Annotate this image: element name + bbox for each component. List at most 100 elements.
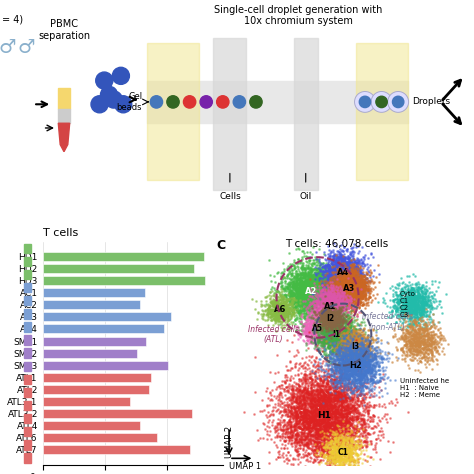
Point	[270, 308, 277, 315]
Point	[355, 357, 362, 365]
Point	[346, 278, 354, 286]
Point	[336, 447, 344, 454]
Point	[329, 437, 337, 445]
Point	[331, 429, 338, 437]
Point	[333, 300, 341, 307]
Point	[346, 384, 354, 392]
Point	[334, 270, 341, 277]
Point	[320, 422, 328, 430]
Point	[325, 328, 333, 336]
Point	[277, 279, 284, 286]
Point	[315, 274, 323, 282]
Point	[301, 421, 309, 429]
Point	[375, 362, 383, 370]
Point	[333, 337, 340, 345]
Point	[344, 406, 352, 414]
Point	[323, 404, 331, 412]
Point	[344, 281, 352, 288]
Point	[332, 283, 339, 290]
Point	[418, 338, 425, 346]
Point	[409, 343, 417, 351]
Point	[359, 276, 367, 283]
Point	[356, 441, 363, 448]
Point	[325, 304, 333, 312]
Point	[266, 302, 273, 310]
Point	[361, 282, 368, 289]
Point	[315, 315, 322, 323]
Point	[350, 263, 357, 271]
Point	[340, 316, 348, 323]
Point	[295, 278, 303, 285]
Point	[352, 289, 359, 296]
Point	[416, 301, 424, 309]
Point	[324, 396, 331, 404]
Point	[298, 310, 305, 317]
Point	[329, 301, 337, 309]
Point	[424, 343, 432, 350]
Point	[337, 284, 345, 292]
Point	[325, 284, 332, 292]
Point	[324, 264, 331, 271]
Point	[342, 417, 349, 424]
Point	[393, 306, 401, 313]
Point	[415, 343, 423, 351]
Point	[290, 434, 298, 442]
Point	[340, 299, 347, 307]
Point	[312, 408, 320, 416]
Point	[316, 296, 324, 304]
Point	[340, 266, 348, 274]
Point	[296, 444, 304, 452]
Point	[300, 300, 307, 308]
Point	[322, 442, 329, 449]
Point	[356, 281, 363, 289]
Point	[337, 299, 345, 306]
Point	[363, 337, 370, 345]
Point	[336, 348, 343, 356]
Point	[328, 278, 336, 286]
Point	[346, 339, 353, 347]
Point	[400, 347, 407, 355]
Point	[333, 298, 341, 306]
Point	[343, 343, 350, 350]
Point	[346, 272, 354, 279]
Point	[294, 388, 302, 396]
Point	[372, 391, 380, 399]
Point	[336, 322, 344, 330]
Point	[354, 255, 361, 262]
Point	[348, 305, 356, 312]
Point	[283, 313, 291, 320]
Point	[380, 364, 387, 371]
Point	[357, 277, 365, 285]
Point	[343, 269, 350, 277]
Point	[308, 309, 315, 316]
Point	[278, 389, 285, 396]
Point	[327, 308, 335, 316]
Point	[351, 292, 358, 300]
Point	[345, 377, 352, 384]
Point	[345, 304, 352, 311]
Point	[310, 291, 317, 298]
Point	[346, 287, 353, 294]
Point	[281, 292, 288, 300]
Point	[352, 283, 359, 291]
Point	[351, 405, 358, 412]
Point	[332, 363, 339, 371]
Point	[320, 293, 328, 301]
Point	[281, 295, 289, 303]
Point	[391, 324, 398, 331]
Point	[349, 287, 357, 294]
Point	[301, 418, 309, 425]
Point	[342, 280, 350, 287]
Point	[375, 427, 383, 434]
Point	[337, 339, 344, 347]
Point	[378, 358, 386, 366]
Point	[332, 296, 340, 303]
Point	[318, 342, 325, 349]
Point	[389, 292, 396, 300]
Point	[358, 376, 365, 384]
Point	[328, 311, 336, 319]
Point	[301, 384, 309, 392]
Point	[430, 305, 438, 312]
Point	[343, 444, 350, 451]
Point	[328, 248, 335, 256]
